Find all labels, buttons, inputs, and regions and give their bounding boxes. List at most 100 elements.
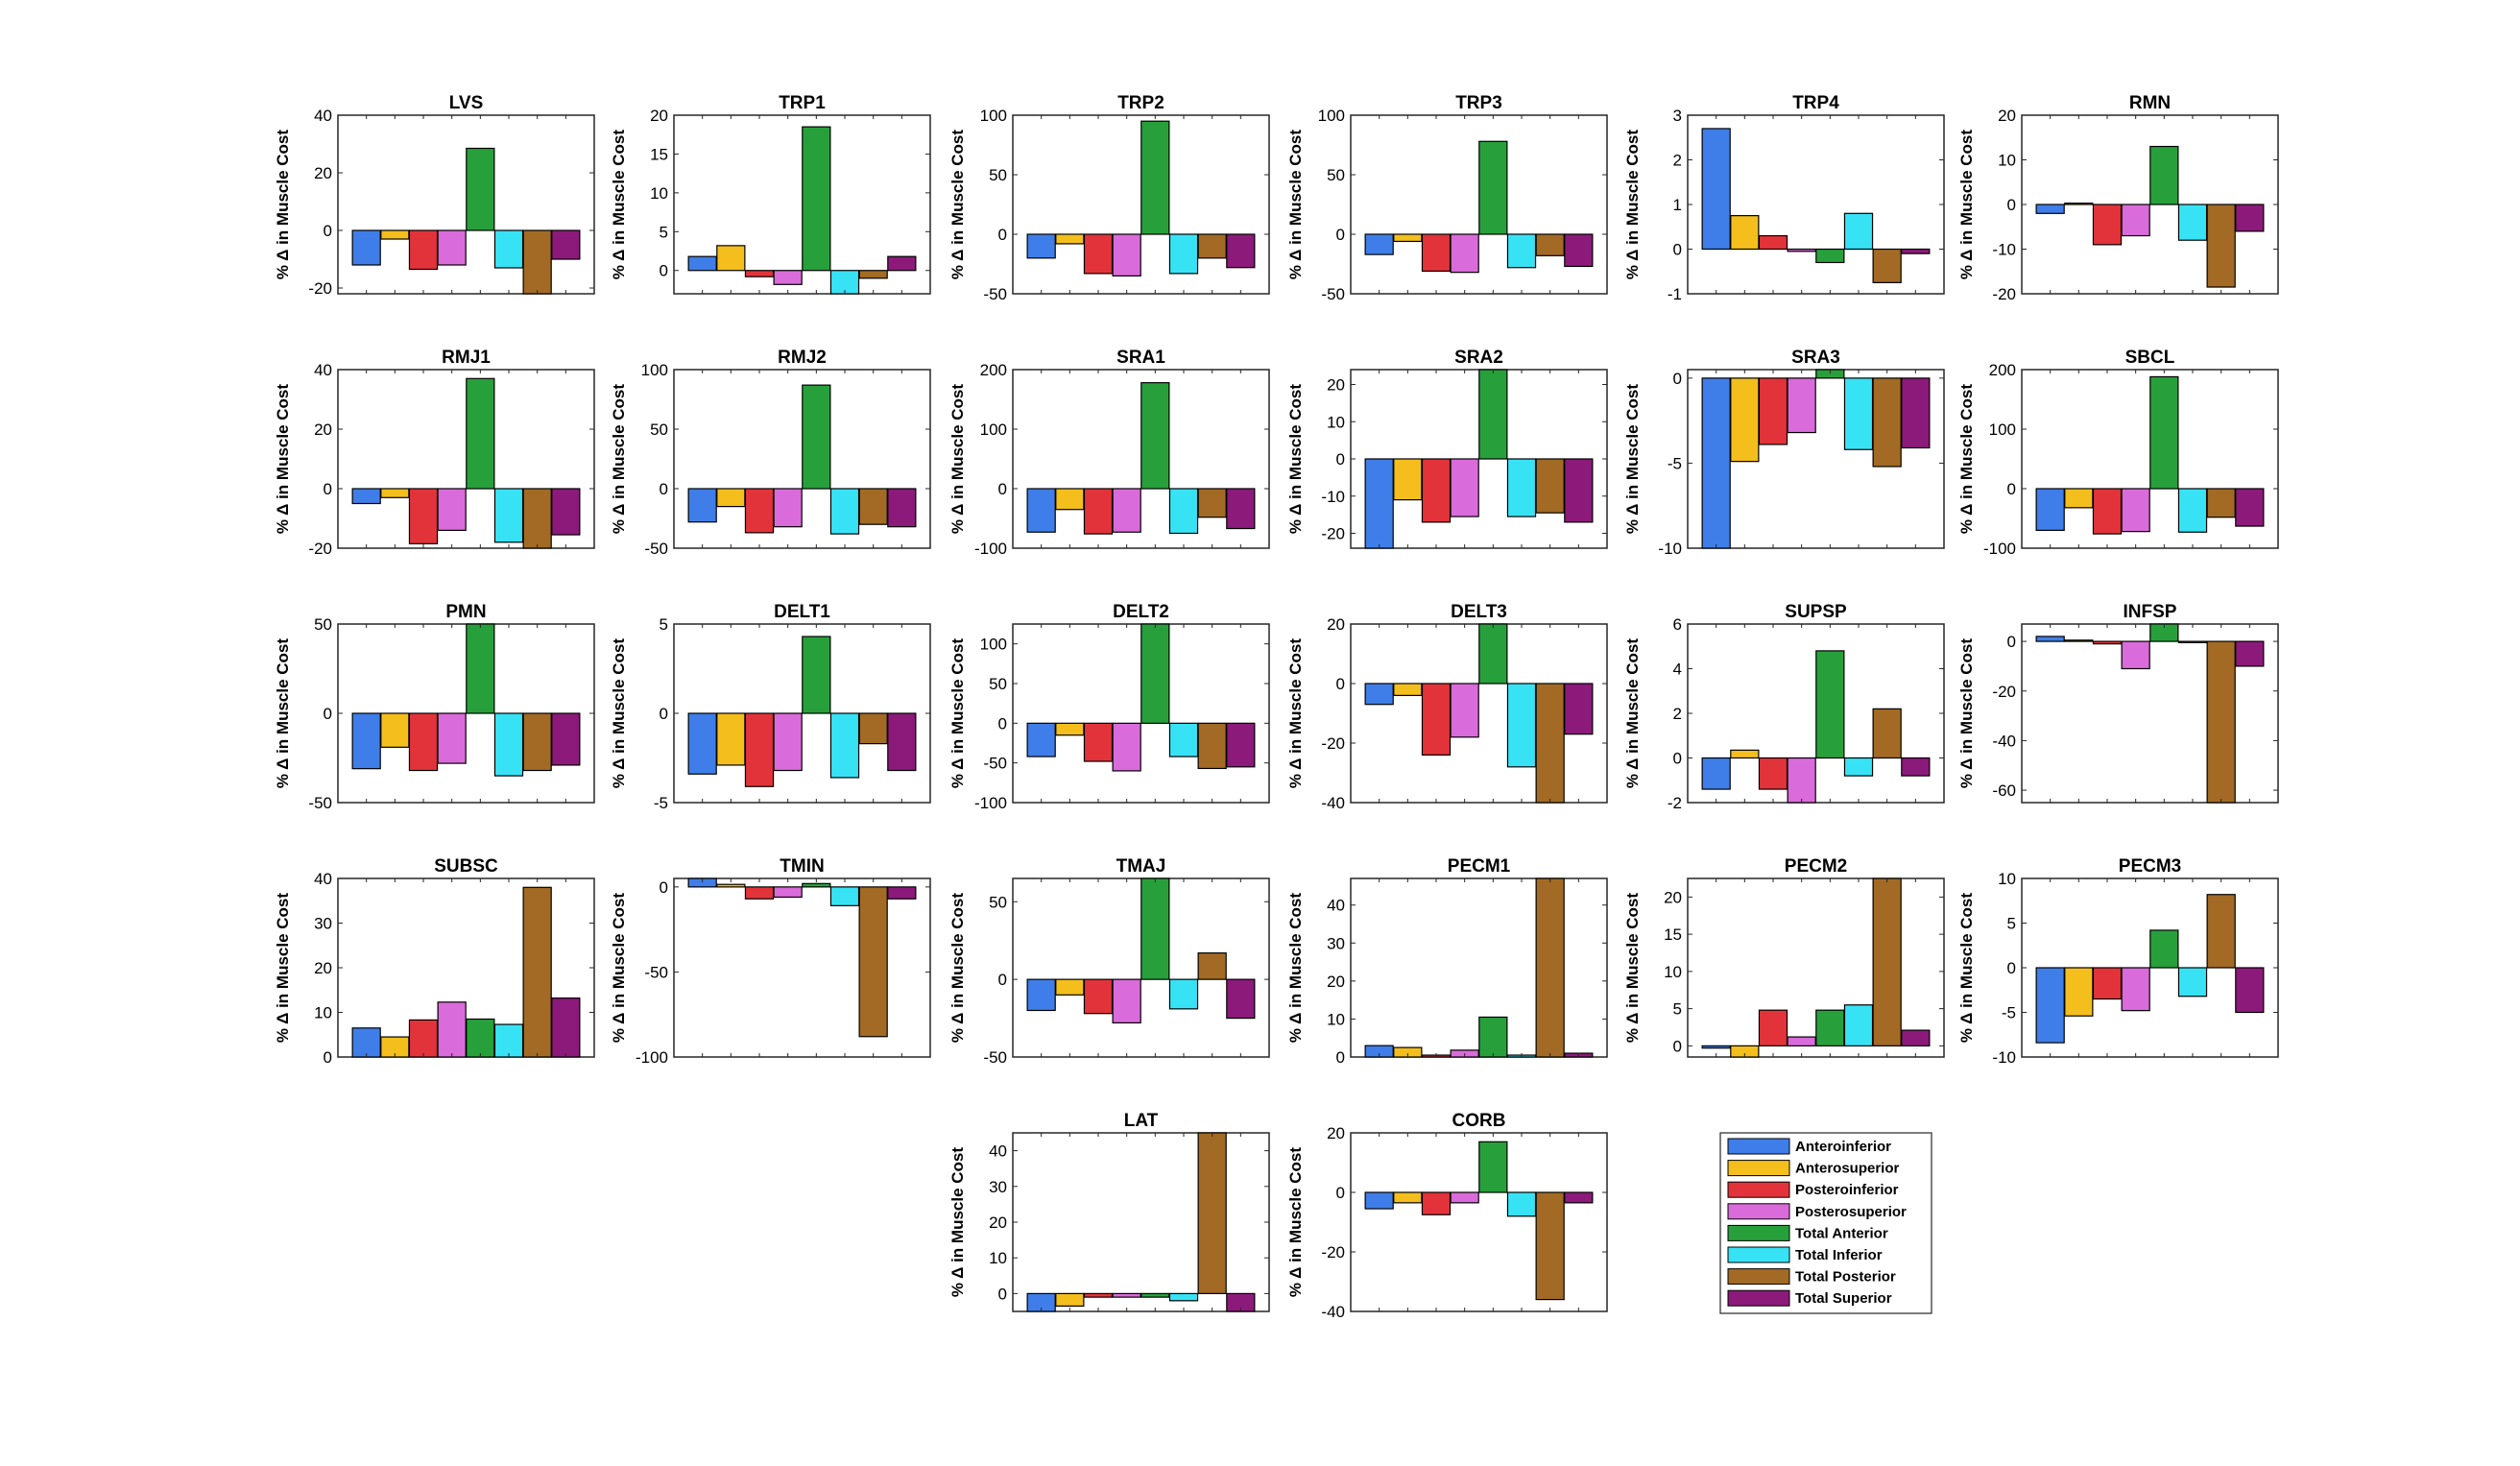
bar-anterosuperior: [1730, 377, 1760, 463]
bar-total-anterior: [802, 636, 831, 714]
bar-total-posterior: [1197, 488, 1227, 518]
bar-anterosuperior: [1730, 215, 1760, 251]
y-tick-label: -60: [1992, 781, 2016, 800]
bar-posterosuperior: [1450, 458, 1479, 517]
bar-total-posterior: [858, 712, 888, 745]
bar-posterosuperior: [437, 229, 467, 266]
y-tick-label: -50: [644, 540, 668, 558]
subplot-title: DELT2: [1113, 602, 1169, 622]
bar-total-anterior: [1478, 623, 1508, 685]
bar-posteroinferior: [408, 488, 439, 544]
y-tick-label: -100: [636, 1048, 668, 1067]
y-tick-label: 20: [314, 421, 332, 439]
bar-anteroinferior: [1701, 757, 1731, 790]
bar-anterosuperior: [2064, 639, 2094, 642]
bar-anterosuperior: [1393, 458, 1423, 501]
bar-total-inferior: [1506, 683, 1537, 768]
subplot-title: TRP3: [1455, 93, 1502, 113]
y-tick-label: -10: [1992, 1048, 2016, 1067]
bar-posterosuperior: [1787, 757, 1816, 804]
bar-anteroinferior: [1364, 233, 1394, 255]
bar-posteroinferior: [1083, 978, 1114, 1015]
subplot-lvs: -20 0 20 40 LVS % Δ in Muscle Cost: [274, 93, 595, 298]
y-tick-label: 0: [660, 262, 668, 280]
y-tick-label: -50: [308, 794, 332, 812]
subplot-title: SUPSP: [1785, 602, 1847, 622]
subplot-title: LVS: [449, 93, 484, 113]
y-axis-label: % Δ in Muscle Cost: [1957, 638, 1976, 788]
y-tick-label: 20: [1327, 376, 1345, 395]
bar-total-inferior: [1506, 458, 1537, 517]
bar-total-inferior: [1168, 233, 1199, 275]
bar-total-superior: [1226, 233, 1256, 269]
legend-entry: Total Superior: [1795, 1290, 1892, 1307]
y-tick-label: 100: [980, 636, 1007, 654]
y-axis-label: % Δ in Muscle Cost: [1286, 130, 1305, 279]
bar-total-superior: [1564, 458, 1594, 523]
bar-total-inferior: [493, 1023, 524, 1058]
y-tick-label: 50: [989, 893, 1007, 911]
bar-total-inferior: [1168, 488, 1199, 535]
bar-total-posterior: [1872, 877, 1902, 1046]
bar-posterosuperior: [2121, 640, 2150, 670]
subplot-subsc: 0 10 20 30 40 SUBSC % Δ in Muscle Cost: [274, 856, 595, 1067]
bar-total-posterior: [1535, 877, 1565, 1058]
y-tick-label: 50: [314, 615, 332, 634]
y-axis-label: % Δ in Muscle Cost: [274, 893, 292, 1043]
subplot-title: TMIN: [780, 856, 824, 877]
y-tick-label: 0: [1673, 370, 1682, 388]
subplot-title: TRP1: [779, 93, 826, 113]
bar-posterosuperior: [773, 712, 803, 772]
subplot-title: TMAJ: [1116, 856, 1166, 877]
y-tick-label: 10: [1664, 963, 1682, 981]
bar-anteroinferior: [1701, 128, 1731, 251]
bar-total-anterior: [466, 377, 495, 490]
y-tick-label: -20: [1321, 734, 1345, 753]
subplot-title: SUBSC: [434, 856, 498, 877]
bar-anteroinferior: [1364, 458, 1394, 549]
y-tick-label: 5: [660, 615, 668, 634]
legend-swatch: [1727, 1138, 1790, 1155]
bar-total-superior: [1226, 978, 1256, 1020]
bar-anteroinferior: [1026, 233, 1056, 259]
subplot-lat: 0 10 20 30 40 LAT % Δ in Muscle Cost: [948, 1111, 1270, 1312]
y-tick-label: 10: [650, 184, 668, 203]
bar-anteroinferior: [687, 488, 717, 523]
bar-posterosuperior: [437, 1001, 467, 1058]
subplot-tmin: -100 -50 0 TMIN % Δ in Muscle Cost: [610, 856, 931, 1067]
subplot-sbcl: -100 0 100 200 SBCL % Δ in Muscle Cost: [1957, 348, 2279, 558]
y-axis-label: % Δ in Muscle Cost: [948, 384, 967, 534]
bar-anterosuperior: [1393, 683, 1423, 696]
y-tick-label: 40: [1327, 897, 1345, 915]
bar-anterosuperior: [716, 712, 746, 766]
bar-total-superior: [551, 712, 581, 766]
bar-total-anterior: [1140, 877, 1170, 980]
bar-total-anterior: [466, 147, 495, 231]
bar-posterosuperior: [437, 712, 467, 764]
bar-posteroinferior: [2092, 488, 2123, 535]
y-tick-label: 0: [1336, 1184, 1345, 1202]
y-axis-label: % Δ in Muscle Cost: [948, 1147, 967, 1297]
y-tick-label: 100: [980, 107, 1007, 125]
y-tick-label: -5: [1668, 454, 1682, 472]
subplot-pecm2: 0 5 10 15 20 PECM2 % Δ in Muscle Cost: [1623, 856, 1945, 1058]
bar-total-superior: [551, 488, 581, 536]
y-tick-label: 5: [2007, 915, 2016, 933]
subplot-sra3: -10 -5 0 SRA3 % Δ in Muscle Cost: [1623, 348, 1945, 558]
y-axis-label: % Δ in Muscle Cost: [1286, 638, 1305, 788]
bar-posterosuperior: [2121, 204, 2150, 237]
bar-total-superior: [1564, 683, 1594, 735]
bar-posteroinferior: [1421, 1191, 1452, 1215]
y-tick-label: -10: [1992, 241, 2016, 259]
y-tick-label: 20: [1327, 615, 1345, 634]
bar-total-superior: [1901, 757, 1931, 777]
bar-total-posterior: [858, 488, 888, 525]
y-tick-label: 100: [1318, 107, 1345, 125]
subplot-corb: -40 -20 0 20 CORB % Δ in Muscle Cost: [1286, 1111, 1608, 1321]
legend-entry: Posterosuperior: [1795, 1204, 1907, 1220]
y-tick-label: 10: [1327, 1010, 1345, 1028]
bar-posterosuperior: [773, 886, 803, 899]
y-tick-label: 10: [1998, 870, 2016, 888]
bar-anterosuperior: [2064, 967, 2094, 1017]
bar-anterosuperior: [1055, 1292, 1085, 1308]
